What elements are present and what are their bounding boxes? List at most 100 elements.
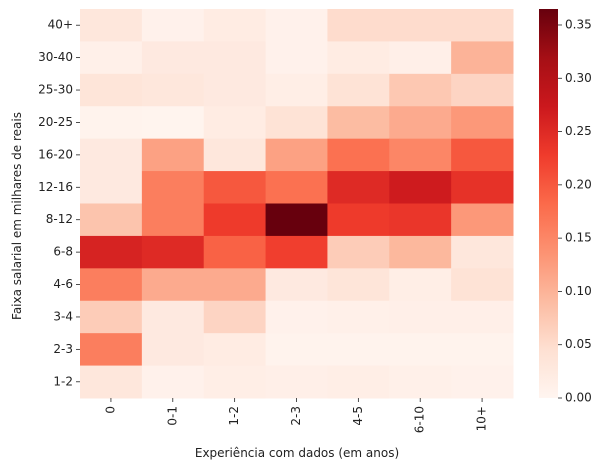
- colorbar-tick-label: 0.15: [565, 231, 592, 245]
- heatmap-cell: [327, 106, 390, 140]
- x-tick-label: 10+: [475, 406, 489, 431]
- y-tick-label: 2-3: [53, 342, 73, 356]
- heatmap-cell: [265, 171, 328, 204]
- heatmap-cell: [327, 9, 390, 42]
- heatmap-cell: [389, 171, 452, 204]
- heatmap-cell: [141, 333, 205, 367]
- colorbar-tick-label: 0.10: [565, 284, 592, 298]
- heatmap-cell: [451, 41, 514, 75]
- y-tick-label: 25-30: [38, 83, 73, 97]
- x-tick-label: 4-5: [351, 406, 365, 426]
- heatmap-cell: [203, 73, 267, 107]
- heatmap-cell: [80, 365, 143, 399]
- heatmap-cell: [327, 268, 390, 302]
- colorbar-tick-label: 0.30: [565, 71, 592, 85]
- heatmap-cell: [80, 333, 143, 367]
- heatmap-cell: [141, 9, 205, 42]
- y-tick-label: 8-12: [46, 212, 73, 226]
- heatmap-cell: [203, 138, 267, 172]
- heatmap-cell: [389, 41, 452, 75]
- heatmap-cell: [141, 171, 205, 204]
- heatmap-cell: [265, 235, 328, 269]
- heatmap-cell: [80, 41, 143, 75]
- heatmap-cell: [389, 73, 452, 107]
- heatmap-cell: [327, 300, 390, 334]
- heatmap-cell: [80, 235, 143, 269]
- heatmap-cell: [451, 73, 514, 107]
- heatmap-cell: [141, 41, 205, 75]
- heatmap-cell: [451, 268, 514, 302]
- x-axis-ticks: 0 0-1 1-2 2-3 4-5 6-10 10+: [103, 398, 489, 433]
- heatmap-cell: [141, 235, 205, 269]
- x-tick-label: 0: [103, 406, 117, 414]
- colorbar-tick-label: 0.05: [565, 337, 592, 351]
- x-tick-label: 6-10: [413, 406, 427, 433]
- y-tick-label: 6-8: [53, 245, 73, 259]
- heatmap-cell: [141, 300, 205, 334]
- heatmap-cell: [141, 138, 205, 172]
- heatmap-cell: [80, 171, 143, 204]
- heatmap-cell: [80, 300, 143, 334]
- heatmap-cell: [327, 171, 390, 204]
- heatmap-cell: [80, 138, 143, 172]
- y-axis-ticks: 40+ 30-40 25-30 20-25 16-20 12-16 8-12 6-8 4-6 3-…: [38, 18, 80, 388]
- y-tick-label: 4-6: [53, 277, 73, 291]
- heatmap-cell: [389, 365, 452, 399]
- colorbar-ticks: 0.00 0.05 0.10 0.15 0.20 0.25 0.30 0.35: [558, 17, 592, 405]
- heatmap-cell: [451, 300, 514, 334]
- heatmap-cell: [327, 333, 390, 367]
- heatmap-cell: [327, 365, 390, 399]
- heatmap-cell: [389, 235, 452, 269]
- heatmap-cell: [451, 203, 514, 237]
- heatmap-cell: [203, 106, 267, 140]
- heatmap-cell: [327, 203, 390, 237]
- heatmap-cell: [389, 268, 452, 302]
- colorbar-tick-label: 0.00: [565, 391, 592, 405]
- heatmap-cell: [80, 73, 143, 107]
- y-axis-title: Faixa salarial em milhares de reais: [10, 112, 24, 320]
- x-tick-label: 1-2: [227, 406, 241, 426]
- y-tick-label: 1-2: [53, 374, 73, 388]
- heatmap-cell: [265, 106, 328, 140]
- heatmap-cell: [265, 73, 328, 107]
- y-tick-label: 20-25: [38, 115, 73, 129]
- heatmap-cell: [203, 203, 267, 237]
- heatmap-cell: [327, 41, 390, 75]
- heatmap-cell: [265, 333, 328, 367]
- heatmap-cell: [451, 333, 514, 367]
- x-axis-title: Experiência com dados (em anos): [195, 446, 399, 460]
- heatmap-cell: [80, 9, 143, 42]
- heatmap-cell: [389, 203, 452, 237]
- colorbar-tick-label: 0.35: [565, 17, 592, 31]
- heatmap-cell: [203, 41, 267, 75]
- y-tick-label: 16-20: [38, 147, 73, 161]
- x-tick-label: 0-1: [165, 406, 179, 426]
- heatmap-cell: [265, 300, 328, 334]
- heatmap-cell: [203, 171, 267, 204]
- heatmap-cell: [389, 138, 452, 172]
- heatmap-cell: [203, 268, 267, 302]
- colorbar-tick-label: 0.20: [565, 177, 592, 191]
- heatmap-cell: [389, 333, 452, 367]
- y-tick-label: 40+: [48, 18, 73, 32]
- y-tick-label: 3-4: [53, 309, 73, 323]
- heatmap-cell: [265, 41, 328, 75]
- heatmap-cells: [80, 9, 514, 399]
- heatmap-cell: [451, 365, 514, 399]
- heatmap-cell: [80, 106, 143, 140]
- heatmap-cell: [141, 268, 205, 302]
- heatmap-cell: [265, 268, 328, 302]
- y-tick-label: 30-40: [38, 50, 73, 64]
- heatmap-cell: [451, 171, 514, 204]
- colorbar-tick-label: 0.25: [565, 124, 592, 138]
- heatmap-cell: [203, 235, 267, 269]
- heatmap-cell: [451, 235, 514, 269]
- heatmap-cell: [389, 9, 452, 42]
- heatmap-cell: [80, 268, 143, 302]
- heatmap-cell: [389, 106, 452, 140]
- heatmap-cell: [203, 333, 267, 367]
- heatmap-cell: [327, 138, 390, 172]
- heatmap-cell: [265, 203, 328, 237]
- heatmap-cell: [389, 300, 452, 334]
